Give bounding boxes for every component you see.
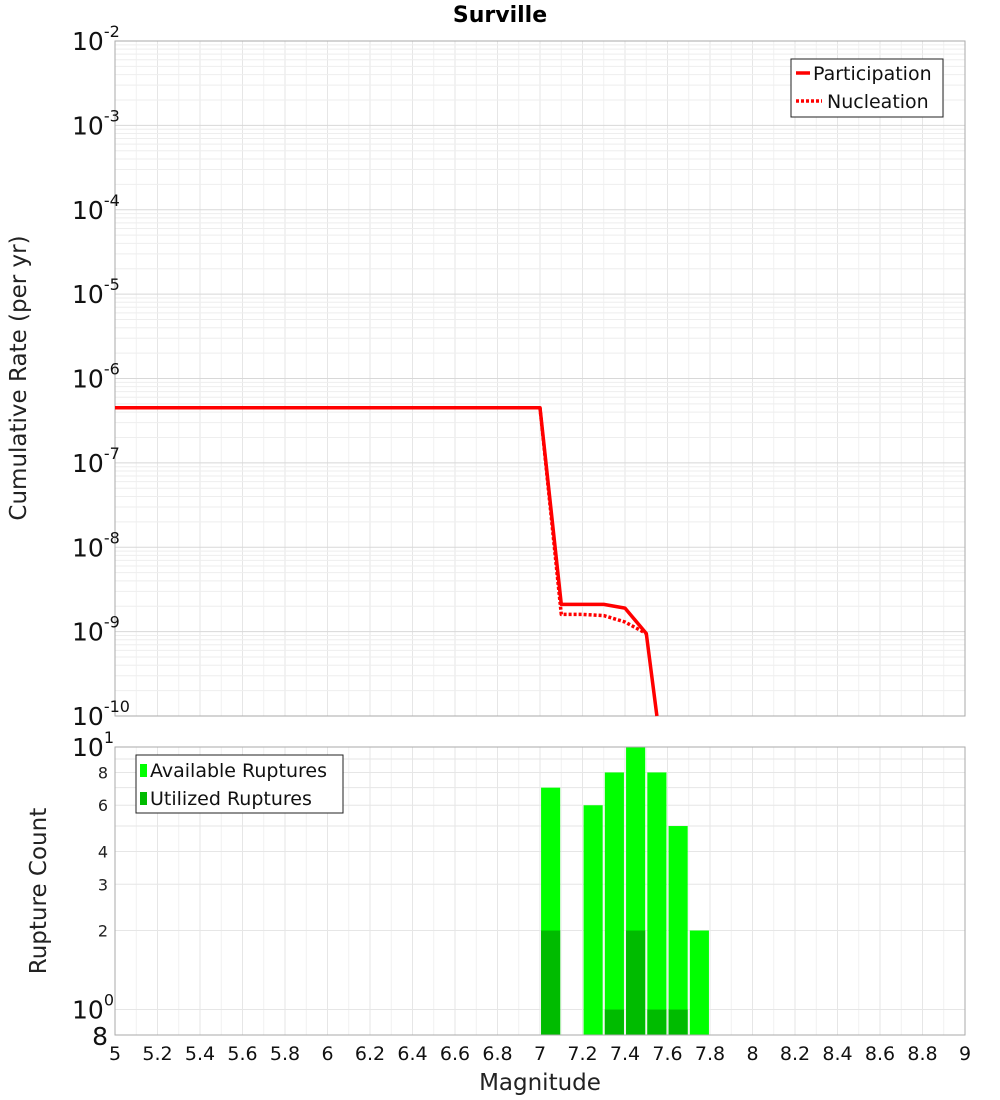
- x-tick-label: 5.4: [185, 1043, 215, 1065]
- count-legend: Available Ruptures Utilized Ruptures: [135, 754, 344, 814]
- available-rupture-bar: [689, 930, 709, 1035]
- x-tick-label: 7.2: [567, 1043, 597, 1065]
- rate-y-tick-label: 10-10: [72, 697, 130, 731]
- utilized-rupture-bar: [647, 1009, 667, 1035]
- rate-y-tick-label: 10-3: [72, 106, 120, 140]
- x-tick-label: 5.6: [227, 1043, 257, 1065]
- count-plot-frame: [114, 746, 966, 1036]
- legend-participation-label: Participation: [813, 63, 932, 85]
- count-x-ticks: 5 5.2 5.4 5.6 5.8 6 6.2 6.4 6.6 6.8 7 7.2 7.4 7.6 7.8 8…: [109, 1043, 971, 1065]
- rate-y-ticks: 10-10 10-9 10-8 10-7 10-6 10-5 10-4 10-3 10-2: [72, 22, 130, 731]
- x-tick-label: 6.4: [397, 1043, 427, 1065]
- rate-y-tick-label: 10-8: [72, 528, 120, 562]
- x-axis-label: Magnitude: [479, 1070, 601, 1096]
- rate-legend: Participation Nucleation: [790, 58, 944, 118]
- series-participation-line: [115, 406, 659, 717]
- utilized-rupture-bar: [626, 930, 646, 1035]
- x-tick-label: 5: [109, 1043, 121, 1065]
- rate-plot-frame: [114, 40, 966, 717]
- count-y-bottom-tick-label: 8: [92, 1022, 108, 1051]
- rate-y-tick-label: 10-2: [72, 22, 120, 56]
- rate-y-tick-label: 10-9: [72, 613, 120, 647]
- count-y-tick-label: 100: [72, 991, 114, 1025]
- legend-nucleation-label: Nucleation: [827, 91, 929, 113]
- x-tick-label: 8.4: [822, 1043, 852, 1065]
- x-tick-label: 6.6: [440, 1043, 470, 1065]
- rate-y-tick-label: 10-6: [72, 360, 120, 394]
- available-rupture-bar: [583, 805, 603, 1035]
- count-legend-box: [135, 754, 344, 814]
- x-tick-label: 5.2: [142, 1043, 172, 1065]
- x-tick-label: 8.6: [865, 1043, 895, 1065]
- chart-title: Surville: [453, 3, 547, 28]
- legend-utilized-label: Utilized Ruptures: [150, 788, 312, 810]
- count-y-minor-tick-label: 2: [98, 922, 108, 941]
- available-rupture-bar: [604, 772, 624, 1035]
- x-tick-label: 6.2: [355, 1043, 385, 1065]
- x-tick-label: 8.2: [780, 1043, 810, 1065]
- x-tick-label: 8: [746, 1043, 758, 1065]
- x-tick-label: 5.8: [270, 1043, 300, 1065]
- utilized-rupture-bar: [604, 1009, 624, 1035]
- legend-available-label: Available Ruptures: [150, 760, 327, 782]
- x-tick-label: 8.8: [907, 1043, 937, 1065]
- count-y-minor-tick-label: 4: [98, 842, 108, 861]
- rate-legend-box: [790, 58, 944, 118]
- rate-grid: [114, 41, 966, 717]
- x-tick-label: 6: [321, 1043, 333, 1065]
- rate-plot: Surville 10-1010-910-810-710-610-510-410…: [6, 3, 966, 731]
- x-tick-label: 7.4: [610, 1043, 640, 1065]
- x-tick-label: 7.8: [695, 1043, 725, 1065]
- available-rupture-bar: [668, 826, 688, 1035]
- legend-available-swatch: [140, 764, 147, 777]
- utilized-rupture-bar: [541, 930, 561, 1035]
- x-tick-label: 9: [959, 1043, 971, 1065]
- x-tick-label: 6.8: [482, 1043, 512, 1065]
- rate-y-axis-label: Cumulative Rate (per yr): [6, 235, 32, 520]
- count-y-tick-label: 101: [72, 728, 114, 762]
- legend-utilized-swatch: [140, 792, 147, 805]
- count-y-axis-label: Rupture Count: [26, 808, 52, 974]
- rate-series: [115, 406, 659, 717]
- count-y-minor-tick-label: 8: [98, 763, 108, 782]
- x-tick-label: 7.6: [652, 1043, 682, 1065]
- available-rupture-bar: [647, 772, 667, 1035]
- rate-y-tick-label: 10-7: [72, 444, 120, 478]
- count-y-minor-tick-label: 3: [98, 875, 108, 894]
- series-nucleation-line: [115, 406, 648, 636]
- count-plot: 100 101 2 3 4 6 8 8 5 5.2 5.4 5.6 5.8 6 6.2 6.4 6.6 6.8 7…: [26, 728, 971, 1096]
- utilized-rupture-bar: [668, 1009, 688, 1035]
- rate-y-tick-label: 10-5: [72, 275, 120, 309]
- rate-y-tick-label: 10-4: [72, 191, 120, 225]
- count-y-ticks: 100 101 2 3 4 6 8 8: [72, 728, 114, 1051]
- count-bars: [541, 747, 709, 1035]
- count-y-minor-tick-label: 6: [98, 796, 108, 815]
- x-tick-label: 7: [534, 1043, 546, 1065]
